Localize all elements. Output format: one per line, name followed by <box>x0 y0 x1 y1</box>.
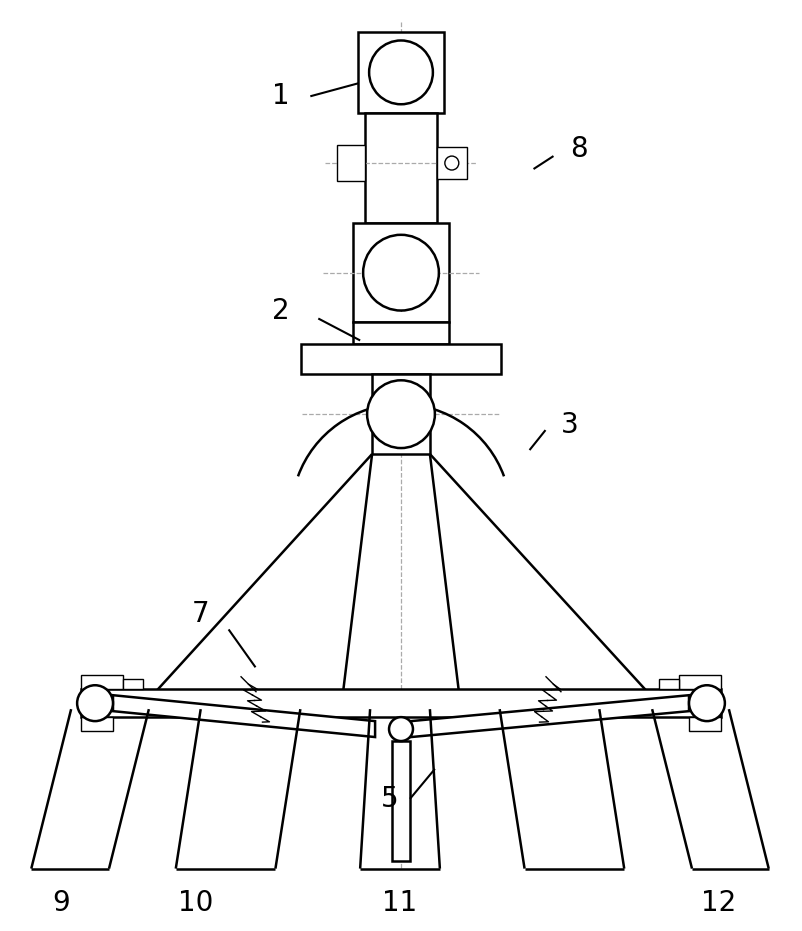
Text: 2: 2 <box>271 297 289 325</box>
Text: 5: 5 <box>381 785 399 813</box>
Bar <box>365 114 436 223</box>
Text: 9: 9 <box>52 889 70 917</box>
Circle shape <box>363 235 439 311</box>
Bar <box>353 223 448 322</box>
Bar <box>688 717 720 731</box>
Polygon shape <box>411 695 688 737</box>
Bar <box>358 32 444 114</box>
Circle shape <box>77 685 113 722</box>
Circle shape <box>367 380 435 448</box>
Bar <box>81 689 720 717</box>
Bar <box>301 344 500 374</box>
Text: 1: 1 <box>271 82 289 110</box>
Circle shape <box>388 717 412 741</box>
Text: 11: 11 <box>382 889 417 917</box>
Bar <box>337 145 365 181</box>
Text: 12: 12 <box>700 889 735 917</box>
Circle shape <box>369 40 432 104</box>
Bar <box>81 717 113 731</box>
Bar <box>81 675 123 689</box>
Bar <box>371 374 429 454</box>
Bar <box>353 322 448 344</box>
Circle shape <box>444 156 458 170</box>
Text: 10: 10 <box>178 889 213 917</box>
Text: 8: 8 <box>570 135 587 163</box>
Polygon shape <box>113 695 375 737</box>
Bar <box>678 675 720 689</box>
Text: 7: 7 <box>192 600 209 628</box>
Circle shape <box>688 685 724 722</box>
Text: 3: 3 <box>560 412 577 439</box>
Bar <box>658 680 678 689</box>
Bar <box>123 680 143 689</box>
Bar <box>391 741 410 860</box>
Bar <box>436 147 466 179</box>
